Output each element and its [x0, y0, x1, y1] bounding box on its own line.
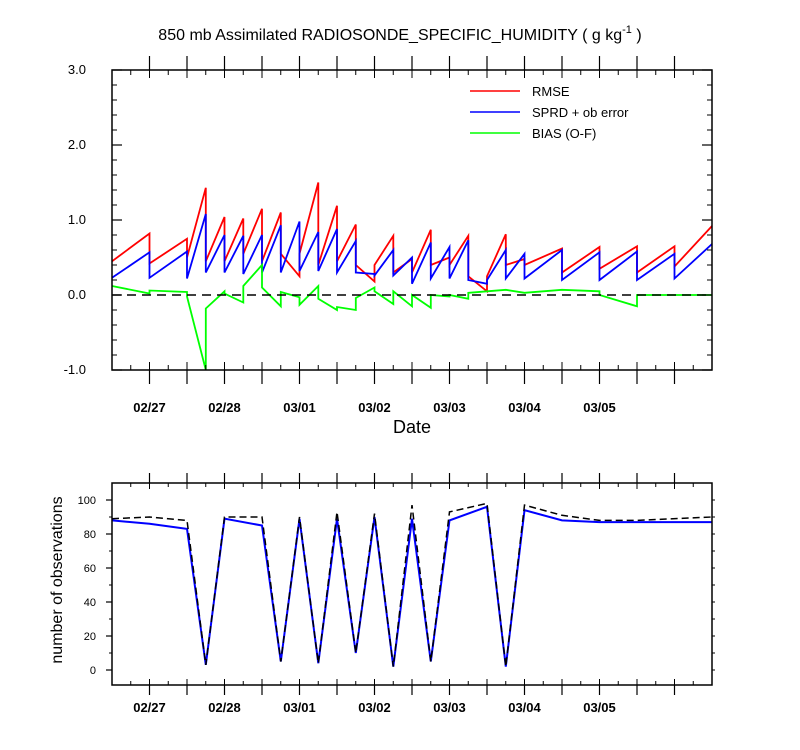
- bottom-date-label: 03/01: [283, 700, 316, 715]
- top-date-label: 03/05: [583, 400, 616, 415]
- bottom-series-group: [111, 502, 713, 667]
- bottom-y-tick-label: 80: [84, 529, 96, 541]
- bottom-y-tick-label: 60: [84, 563, 96, 575]
- bottom-ticks-group: 0 20 40 60 80 100 02/27 02/28 03/01 03/02 03/03 03/…: [78, 473, 715, 715]
- bottom-y-tick-label: 0: [90, 665, 96, 677]
- x-axis-label: Date: [393, 417, 431, 437]
- series-line-rmse: [111, 182, 713, 294]
- bottom-y-tick-label: 20: [84, 631, 96, 643]
- bottom-plot: 0 20 40 60 80 100 02/27 02/28 03/01 03/02 03/03 03/…: [49, 473, 715, 715]
- top-date-label: 03/01: [283, 400, 316, 415]
- top-ticks-group: -1.0 0.0 1.0 2.0 3.0 02/27 02/28 03/01 03/02 03/0…: [64, 56, 712, 415]
- bottom-date-label: 02/28: [208, 700, 241, 715]
- top-date-label: 03/04: [508, 400, 541, 415]
- obs-line-used: [111, 505, 712, 667]
- bottom-plot-frame: [111, 482, 713, 686]
- chart-title-superscript: -1: [622, 24, 632, 36]
- obs-line-possible: [111, 502, 713, 667]
- chart-title-main: 850 mb Assimilated RADIOSONDE_SPECIFIC_H…: [158, 27, 622, 44]
- bottom-date-label: 03/05: [583, 700, 616, 715]
- top-y-tick-label: 3.0: [68, 62, 86, 77]
- top-date-label: 02/27: [133, 400, 166, 415]
- bottom-date-label: 03/03: [433, 700, 466, 715]
- bottom-date-label: 03/02: [358, 700, 391, 715]
- series-line-bias: [111, 262, 712, 371]
- top-y-tick-label: -1.0: [64, 362, 86, 377]
- legend-label-sprd: SPRD + ob error: [532, 105, 629, 120]
- bottom-y-tick-label: 100: [78, 495, 96, 507]
- bottom-y-tick-label: 40: [84, 597, 96, 609]
- legend-label-rmse: RMSE: [532, 84, 570, 99]
- chart-title-end: ): [632, 27, 642, 44]
- top-plot: -1.0 0.0 1.0 2.0 3.0 02/27 02/28 03/01 03/02 03/0…: [64, 56, 713, 437]
- top-y-tick-label: 1.0: [68, 212, 86, 227]
- top-series-group: [111, 182, 713, 371]
- bottom-date-label: 03/04: [508, 700, 541, 715]
- top-y-tick-label: 2.0: [68, 137, 86, 152]
- chart-title: 850 mb Assimilated RADIOSONDE_SPECIFIC_H…: [158, 24, 641, 44]
- top-y-tick-label: 0.0: [68, 287, 86, 302]
- legend: RMSE SPRD + ob error BIAS (O-F): [470, 84, 629, 141]
- top-date-label: 03/03: [433, 400, 466, 415]
- bottom-date-label: 02/27: [133, 700, 166, 715]
- series-line-sprd: [111, 213, 713, 285]
- legend-label-bias: BIAS (O-F): [532, 126, 596, 141]
- y-axis-label-observations: number of observations: [49, 496, 66, 663]
- top-date-label: 03/02: [358, 400, 391, 415]
- top-date-label: 02/28: [208, 400, 241, 415]
